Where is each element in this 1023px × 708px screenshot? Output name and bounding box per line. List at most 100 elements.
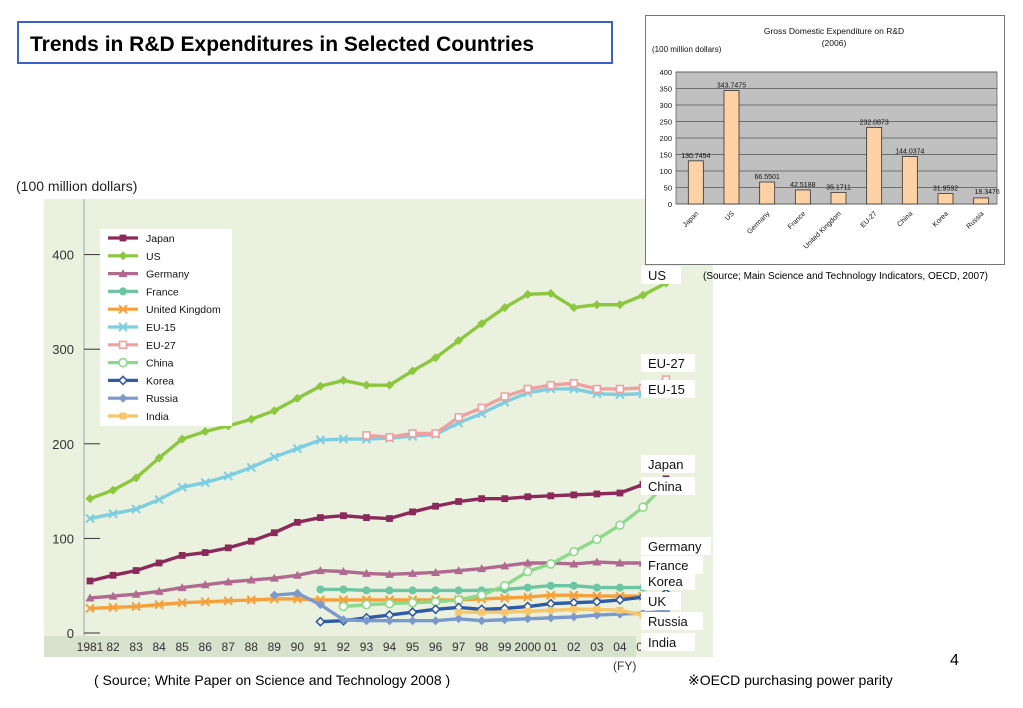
- point-us-12: [361, 380, 371, 390]
- mini-bar-japan: [687, 160, 704, 205]
- point-eu-15-6-b: [223, 471, 233, 481]
- mini-bar-france: [794, 189, 811, 205]
- point-japan-14: [409, 508, 416, 516]
- series-korea: [315, 588, 672, 627]
- mini-x-tick-france: France: [787, 210, 807, 230]
- point-germany-13: [385, 569, 395, 578]
- y-tick-label-400: 400: [52, 248, 74, 263]
- x-tick-label-96: 96: [429, 640, 443, 654]
- point-india-16: [455, 608, 463, 616]
- right-label-france: France: [648, 558, 688, 573]
- point-us-18: [500, 303, 510, 313]
- point-eu-27-13: [385, 432, 394, 442]
- point-germany-4: [177, 583, 187, 592]
- point-germany-18: [500, 561, 510, 570]
- legend-marker-japan: [119, 234, 127, 242]
- mini-bar-label-france: 42.5188: [790, 182, 815, 189]
- legend-label-france: France: [146, 286, 179, 298]
- point-eu-27-12: [362, 431, 371, 440]
- point-russia-17: [477, 616, 487, 626]
- point-france-10: [316, 585, 325, 594]
- point-india-23: [616, 606, 624, 614]
- mini-bar-label-united-kingdom: 35.1711: [826, 184, 851, 191]
- page-number: 4: [950, 652, 959, 669]
- point-russia-13: [385, 616, 395, 626]
- mini-y-tick-100: 100: [659, 167, 672, 176]
- point-germany-23: [615, 558, 625, 567]
- point-korea-21: [568, 597, 579, 608]
- point-japan-4: [178, 552, 186, 559]
- point-eu-27-15: [431, 429, 440, 438]
- legend-marker-eu-15-b: [118, 322, 128, 332]
- point-eu-15-4-b: [177, 482, 187, 493]
- point-china-23: [615, 520, 625, 530]
- point-eu-15-7-b: [246, 462, 256, 473]
- legend-label-korea: Korea: [146, 375, 174, 387]
- mini-y-tick-250: 250: [659, 118, 672, 127]
- point-korea-22: [591, 596, 603, 607]
- x-unit-label: (FY): [613, 659, 636, 673]
- x-tick-label-86: 86: [199, 640, 213, 654]
- point-united-kingdom-1-b: [108, 602, 118, 613]
- mini-bar-chart-panel: Gross Domestic Expenditure on R&D (2006) (…: [645, 15, 1005, 265]
- legend-marker-korea: [117, 375, 129, 386]
- point-japan-18: [501, 495, 509, 503]
- right-label-box-uk: [641, 592, 681, 610]
- point-japan-9: [293, 518, 301, 526]
- legend-marker-united-kingdom-b: [118, 304, 128, 314]
- point-germany-22: [592, 557, 602, 566]
- point-germany-21: [569, 559, 579, 568]
- right-label-eu-27: EU-27: [648, 356, 685, 371]
- point-japan-16: [455, 498, 463, 505]
- point-united-kingdom-18-b: [500, 593, 510, 603]
- point-japan-0: [86, 577, 94, 585]
- legend-label-china: China: [146, 358, 174, 370]
- point-korea-20: [545, 598, 556, 609]
- mini-bar-label-russia: 18.3476: [975, 189, 1000, 196]
- point-us-5: [200, 427, 210, 437]
- point-japan-3: [155, 559, 163, 567]
- right-label-box-china: [641, 477, 695, 495]
- point-japan-2: [132, 567, 140, 574]
- title-box: Trends in R&D Expenditures in Selected C…: [17, 21, 613, 64]
- point-us-8: [269, 406, 279, 416]
- point-germany-3: [154, 586, 164, 595]
- point-russia-18: [500, 615, 510, 625]
- point-japan-23: [616, 489, 624, 497]
- right-label-box-japan: [641, 455, 695, 473]
- series-line-united-kingdom: [89, 593, 667, 611]
- point-germany-6: [223, 577, 233, 586]
- point-france-11: [339, 585, 348, 594]
- mini-title-line2: (2006): [822, 38, 847, 48]
- point-india-18: [501, 608, 509, 616]
- right-label-russia: Russia: [648, 614, 689, 629]
- point-united-kingdom-2-b: [131, 601, 141, 612]
- point-germany-2: [131, 589, 141, 598]
- point-eu-15-9-b: [292, 443, 303, 454]
- legend-marker-russia: [118, 393, 128, 403]
- point-china-20: [545, 559, 556, 569]
- point-japan-15: [432, 502, 439, 510]
- point-japan-8: [270, 529, 278, 537]
- x-tick-label-92: 92: [337, 640, 351, 654]
- mini-bar-label-korea: 31.9592: [933, 185, 958, 192]
- point-eu-27-20: [546, 380, 556, 390]
- point-japan-5: [201, 549, 209, 556]
- point-russia-20: [546, 613, 556, 623]
- point-china-14: [407, 597, 418, 608]
- point-france-14: [408, 586, 417, 595]
- series-line-germany: [89, 560, 667, 600]
- point-us-9: [292, 393, 302, 403]
- point-russia-11: [338, 615, 348, 625]
- legend-marker-germany: [118, 269, 128, 278]
- legend-label-russia: Russia: [146, 393, 178, 405]
- point-eu-27-18: [500, 392, 509, 401]
- x-axis-band: [44, 636, 636, 657]
- right-label-us: US: [648, 268, 666, 283]
- point-eu-27-14: [408, 429, 417, 438]
- x-tick-label-04: 04: [613, 640, 627, 654]
- point-germany-1: [108, 591, 118, 600]
- point-korea-10: [315, 616, 326, 627]
- point-russia-16: [454, 614, 464, 624]
- right-label-box-germany: [641, 537, 711, 555]
